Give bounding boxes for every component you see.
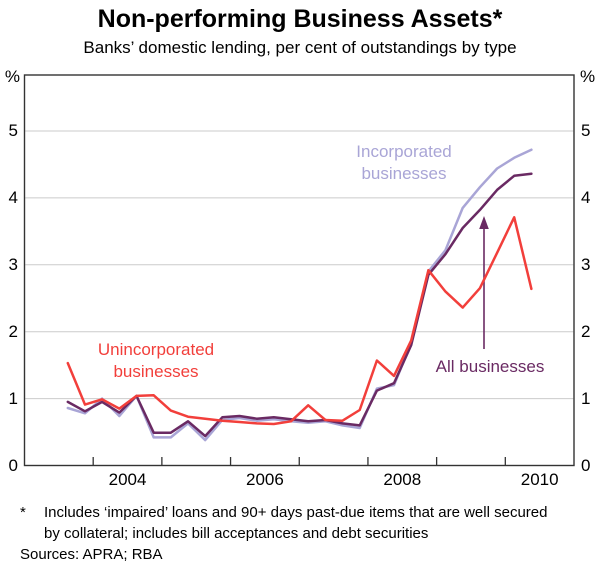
y-axis-unit-left: %	[4, 67, 20, 86]
x-axis-label-2006: 2006	[245, 470, 284, 489]
y-axis-label-left-0: 0	[8, 455, 18, 475]
y-axis-label-left-1: 1	[8, 388, 18, 408]
footnote-marker: *	[20, 504, 26, 521]
y-axis-label-right-3: 3	[581, 254, 591, 274]
plot-frame	[23, 74, 575, 467]
series-label-unincorporated-line1: Unincorporated	[97, 340, 215, 359]
y-axis-label-left-3: 3	[8, 254, 18, 274]
series-label-all-businesses: All businesses	[435, 357, 545, 376]
y-axis-label-right-5: 5	[581, 121, 591, 140]
series-line-all-businesses	[66, 172, 533, 438]
series-label-incorporated-line1: Incorporated	[356, 142, 452, 161]
y-axis-label-right-4: 4	[581, 187, 591, 207]
x-axis-label-2008: 2008	[383, 470, 422, 489]
y-axis-label-left-5: 5	[8, 121, 18, 140]
series-label-incorporated-line2: businesses	[361, 164, 447, 183]
y-axis-label-left-2: 2	[8, 321, 18, 341]
series-label-unincorporated: Unincorporated businesses	[98, 339, 214, 383]
footnote-line1: Includes ‘impaired’ loans and 90+ days p…	[44, 504, 548, 521]
chart-title: Non-performing Business Assets*	[97, 5, 503, 33]
series-label-unincorporated-line2: businesses	[113, 362, 199, 381]
x-axis-label-2004: 2004	[108, 470, 147, 489]
series-label-incorporated: Incorporated businesses	[356, 141, 451, 185]
y-axis-label-right-0: 0	[581, 455, 591, 475]
all-businesses-arrowhead	[479, 216, 489, 229]
y-axis-unit-right: %	[580, 67, 596, 86]
y-axis-label-right-2: 2	[581, 321, 591, 341]
footnote-sources: Sources: APRA; RBA	[20, 546, 163, 562]
y-axis-label-left-4: 4	[8, 187, 18, 207]
series-line-unincorporated-businesses	[66, 216, 533, 426]
chart-subtitle: Banks’ domestic lending, per cent of out…	[83, 38, 517, 57]
y-axis-label-right-1: 1	[581, 388, 591, 408]
x-axis-label-2010: 2010	[520, 470, 559, 489]
footnote-line2: by collateral; includes bill acceptances…	[44, 525, 429, 542]
